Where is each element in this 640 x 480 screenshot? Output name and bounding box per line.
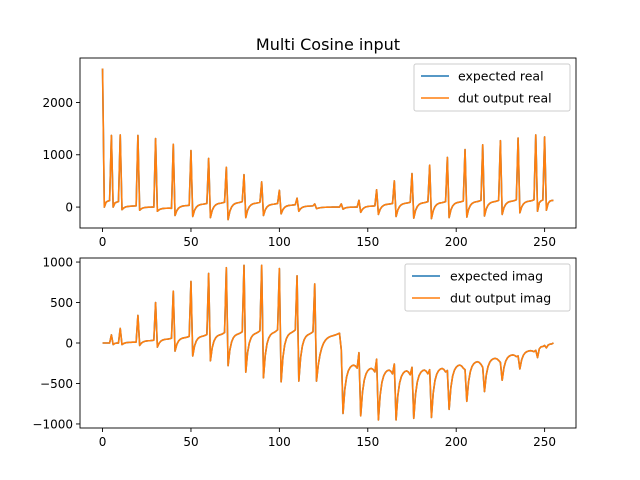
legend-label-expected-real: expected real bbox=[458, 69, 544, 84]
legend-label-expected-imag: expected imag bbox=[450, 269, 543, 284]
y-tick-label-real-2: 2000 bbox=[42, 96, 73, 110]
real-legend-box bbox=[413, 63, 571, 112]
imag-plot-lines bbox=[102, 264, 554, 421]
real-axes-frame bbox=[79, 57, 577, 229]
x-tick-label-real-2: 100 bbox=[268, 235, 291, 249]
real-plot-lines bbox=[101, 68, 554, 221]
x-tick-label-imag-2: 100 bbox=[268, 435, 291, 449]
legend-label-dut-real: dut output real bbox=[458, 91, 552, 106]
y-tick-label-imag-0: −1000 bbox=[32, 417, 73, 431]
imag-legend-box bbox=[404, 263, 571, 312]
y-tick-label-real-0: 0 bbox=[65, 200, 73, 214]
y-tick-label-imag-2: 0 bbox=[65, 336, 73, 350]
subplot-imag: 0 50 100 150 200 250 −1000 −500 0 500 1000 expecte… bbox=[32, 255, 577, 449]
x-tick-label-real-4: 200 bbox=[445, 235, 468, 249]
legend-label-dut-imag: dut output imag bbox=[450, 291, 551, 306]
x-tick-label-real-0: 0 bbox=[99, 235, 107, 249]
chart-title: Multi Cosine input bbox=[256, 35, 400, 54]
x-tick-label-imag-4: 200 bbox=[445, 435, 468, 449]
series-line-real-1 bbox=[101, 68, 554, 221]
y-tick-label-imag-1: −500 bbox=[40, 377, 73, 391]
series-line-imag-1 bbox=[102, 264, 554, 421]
real-legend: expected real dut output real bbox=[413, 63, 571, 112]
x-tick-label-real-3: 150 bbox=[356, 235, 379, 249]
y-tick-label-imag-4: 1000 bbox=[42, 255, 73, 269]
x-tick-label-imag-3: 150 bbox=[356, 435, 379, 449]
imag-ticks: 0 50 100 150 200 250 −1000 −500 0 500 1000 bbox=[32, 255, 556, 449]
x-tick-label-real-5: 250 bbox=[533, 235, 556, 249]
x-tick-label-real-1: 50 bbox=[183, 235, 198, 249]
imag-legend: expected imag dut output imag bbox=[404, 263, 571, 312]
real-ticks: 0 50 100 150 200 250 0 1000 2000 bbox=[42, 96, 556, 249]
y-tick-label-real-1: 1000 bbox=[42, 148, 73, 162]
x-tick-label-imag-1: 50 bbox=[183, 435, 198, 449]
y-tick-label-imag-3: 500 bbox=[50, 296, 73, 310]
x-tick-label-imag-0: 0 bbox=[99, 435, 107, 449]
x-tick-label-imag-5: 250 bbox=[533, 435, 556, 449]
subplot-real: Multi Cosine input 0 50 100 150 200 250 0 1000 2… bbox=[42, 35, 577, 249]
